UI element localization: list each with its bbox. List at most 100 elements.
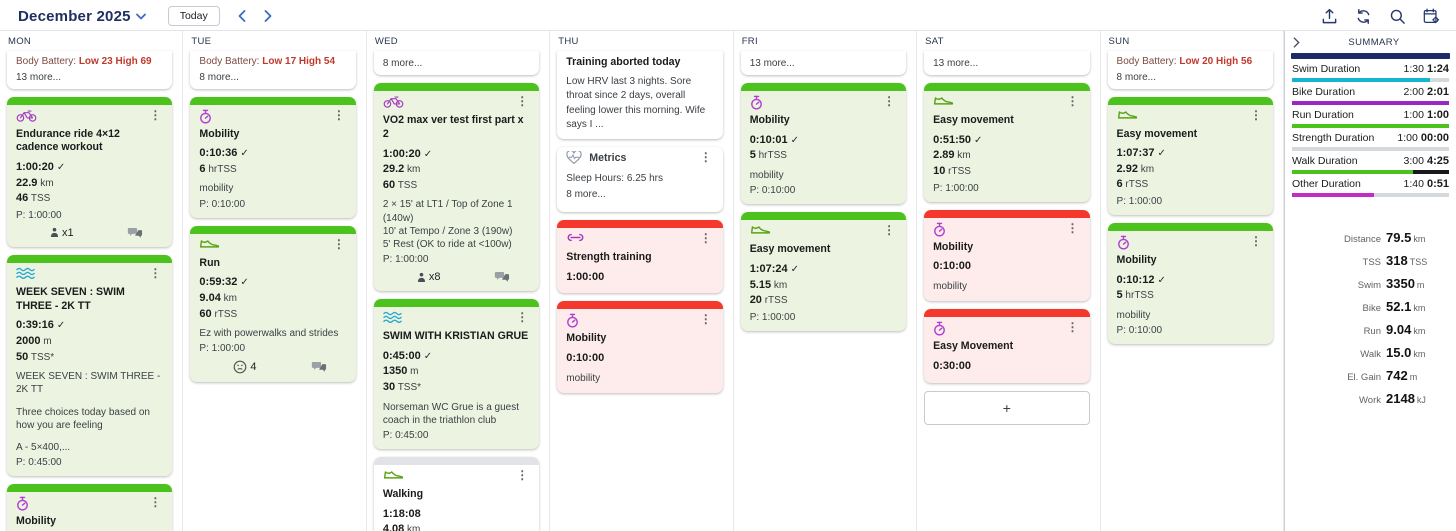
check-icon: ✓ <box>56 320 66 332</box>
workout-card[interactable]: ⋮ Easy Movement 0:30:00 <box>924 309 1090 383</box>
overflow-card[interactable]: 8 more... <box>373 51 540 75</box>
workout-title: Endurance ride 4×12 cadence workout <box>16 127 120 154</box>
card-body: ⋮ Endurance ride 4×12 cadence workout 1:00… <box>7 105 172 247</box>
calendar-settings-icon[interactable] <box>1423 7 1440 25</box>
workout-card[interactable]: ⋮ Strength training 1:00:00 <box>557 219 723 294</box>
more-events-link[interactable]: 13 more... <box>16 71 62 83</box>
card-menu-icon[interactable]: ⋮ <box>149 107 162 122</box>
card-menu-icon[interactable]: ⋮ <box>1066 220 1079 235</box>
workout-card[interactable]: ⋮ SWIM WITH KRISTIAN GRUE 0:45:00 ✓ 1350 m 30… <box>373 299 540 450</box>
card-menu-icon[interactable]: ⋮ <box>1249 107 1262 122</box>
card-menu-icon[interactable]: ⋮ <box>332 236 345 251</box>
workout-card[interactable]: ⋮ Mobility 0:10:00 mobility <box>924 209 1090 302</box>
workout-card[interactable]: ⋮ Easy movement 1:07:37 ✓ 2.92 km 6 rTSS P: 1:… <box>1107 96 1273 216</box>
card-body: Body Battery: Low 20 High 56 8 more... <box>1108 51 1273 89</box>
timer-icon <box>16 496 29 511</box>
month-selector[interactable]: December 2025 <box>18 8 146 25</box>
card-menu-icon[interactable]: ⋮ <box>1066 94 1079 108</box>
card-menu-icon[interactable]: ⋮ <box>1066 320 1079 335</box>
prev-week-button[interactable] <box>238 10 246 22</box>
card-status-bar <box>373 83 540 91</box>
workout-card[interactable]: ⋮ Easy movement 1:07:24 ✓ 5.15 km 20 rTSS P: 1… <box>740 212 907 331</box>
more-events-link[interactable]: 8 more... <box>566 189 606 201</box>
metrics-card[interactable]: Metrics ⋮ Sleep Hours: 6.25 hrs 8 more... <box>557 146 723 212</box>
card-menu-icon[interactable]: ⋮ <box>883 223 896 238</box>
card-menu-icon[interactable]: ⋮ <box>883 94 896 108</box>
card-menu-icon[interactable]: ⋮ <box>149 495 162 510</box>
summary-duration-values: 1:00 1:00 <box>1403 109 1449 121</box>
upload-icon[interactable] <box>1321 8 1338 25</box>
workout-stat: 0:39:16 ✓ <box>16 319 66 332</box>
comment-icon[interactable] <box>311 361 327 373</box>
timer-icon <box>750 95 763 110</box>
more-events-link[interactable]: 8 more... <box>199 71 239 83</box>
workout-title: Easy movement <box>1116 127 1198 140</box>
check-icon: ✓ <box>56 162 66 174</box>
sync-icon[interactable] <box>1355 8 1372 25</box>
day-card-list: Body Battery: Low 23 High 69 13 more... ⋮ E… <box>0 51 182 531</box>
comment-icon[interactable] <box>127 227 143 239</box>
workout-description: WEEK SEVEN : SWIM THREE - 2K TT Three cho… <box>16 371 161 453</box>
card-footer: x1 <box>16 227 163 239</box>
workout-card[interactable]: ⋮ VO2 max ver test first part x 2 1:00:20 ✓… <box>373 83 540 292</box>
card-status-bar <box>190 225 356 234</box>
card-menu-icon[interactable]: ⋮ <box>332 107 345 122</box>
comment-icon[interactable] <box>494 271 510 283</box>
card-menu-icon[interactable]: ⋮ <box>699 312 712 327</box>
today-button[interactable]: Today <box>167 6 220 26</box>
workout-card[interactable]: ⋮ Endurance ride 4×12 cadence workout 1:00… <box>7 96 173 247</box>
summary-total-value: 2148 kJ <box>1386 391 1426 406</box>
planned-duration: P: 1:00:00 <box>933 182 979 194</box>
card-body: Training aborted today Low HRV last 3 nig… <box>557 51 722 139</box>
more-events-link[interactable]: 8 more... <box>382 58 423 69</box>
card-header-row: ⋮ <box>933 95 1080 110</box>
card-menu-icon[interactable]: ⋮ <box>1249 234 1262 249</box>
summary-collapse-chevron[interactable] <box>1293 37 1300 48</box>
summary-duration-line: Walk Duration 3:00 4:25 <box>1292 153 1449 170</box>
workout-card[interactable]: ⋮ Mobility 0:10:01 ✓ 5 hrTSS mobility P: 0:10:… <box>740 83 907 205</box>
card-body: Body Battery: Low 17 High 54 8 more... <box>190 51 355 89</box>
next-week-button[interactable] <box>264 10 272 22</box>
planned-duration: P: 1:00:00 <box>199 343 246 355</box>
workout-card[interactable]: ⋮ Run 0:59:32 ✓ 9.04 km 60 rTSS Ez with powerw… <box>190 225 356 383</box>
workout-description: Ez with powerwalks and strides <box>199 328 339 340</box>
check-icon: ✓ <box>423 148 433 160</box>
summary-total-row: Distance 79.5 km <box>1285 227 1448 250</box>
overflow-card[interactable]: Body Battery: Low 17 High 54 8 more... <box>190 51 356 89</box>
workout-card[interactable]: ⋮ Mobility 0:10:12 ✓ 5 hrTSS mobility P: 0:10:… <box>1107 223 1273 345</box>
workout-stat: 0:51:50 ✓ <box>933 133 983 146</box>
more-events-link[interactable]: 8 more... <box>1116 71 1156 83</box>
overflow-card[interactable]: 13 more... <box>740 51 907 75</box>
card-menu-icon[interactable]: ⋮ <box>516 468 529 483</box>
calendar-week-view: MON Body Battery: Low 23 High 69 13 more..… <box>0 30 1456 531</box>
workout-card[interactable]: ⋮ Mobility 0:10:36 ✓ 6 hrTSS mobility P: 0:10:… <box>190 96 356 218</box>
add-workout-button[interactable]: + <box>924 390 1090 425</box>
workout-card[interactable]: ⋮ Easy movement 0:51:50 ✓ 2.89 km 10 rTSS P: 1… <box>924 83 1090 202</box>
workout-stat: 5 hrTSS <box>1116 289 1154 302</box>
card-menu-icon[interactable]: ⋮ <box>149 265 162 280</box>
search-icon[interactable] <box>1389 8 1406 25</box>
workout-stat: 50 TSS* <box>16 350 55 363</box>
card-menu-icon[interactable]: ⋮ <box>699 150 712 165</box>
summary-duration-line: Bike Duration 2:00 2:01 <box>1292 84 1449 101</box>
card-header-row: ⋮ <box>750 95 897 110</box>
overflow-card[interactable]: Body Battery: Low 23 High 69 13 more... <box>7 51 173 89</box>
more-events-link[interactable]: 13 more... <box>749 58 795 69</box>
overflow-card[interactable]: 13 more... <box>924 51 1090 75</box>
workout-card[interactable]: ⋮ WEEK SEVEN : SWIM THREE - 2K TT 0:39:16 ✓… <box>7 254 173 477</box>
card-menu-icon[interactable]: ⋮ <box>699 230 712 245</box>
workout-description: mobility <box>749 169 784 181</box>
overflow-card[interactable]: Body Battery: Low 20 High 56 8 more... <box>1107 51 1273 89</box>
workout-card[interactable]: ⋮ Mobility 0:10:00 mobility <box>557 301 723 393</box>
card-body: ⋮ Mobility 0:10:12 ✓ 5 hrTSS mobility P: 0:10:… <box>1108 231 1273 344</box>
planned-duration: P: 1:00:00 <box>749 311 796 323</box>
note-card[interactable]: Training aborted today Low HRV last 3 nig… <box>557 51 723 139</box>
card-footer-left: x8 <box>417 271 440 283</box>
card-menu-icon[interactable]: ⋮ <box>516 310 529 325</box>
card-menu-icon[interactable]: ⋮ <box>516 94 529 108</box>
summary-duration-label: Bike Duration <box>1292 86 1356 98</box>
more-events-link[interactable]: 13 more... <box>933 58 979 69</box>
